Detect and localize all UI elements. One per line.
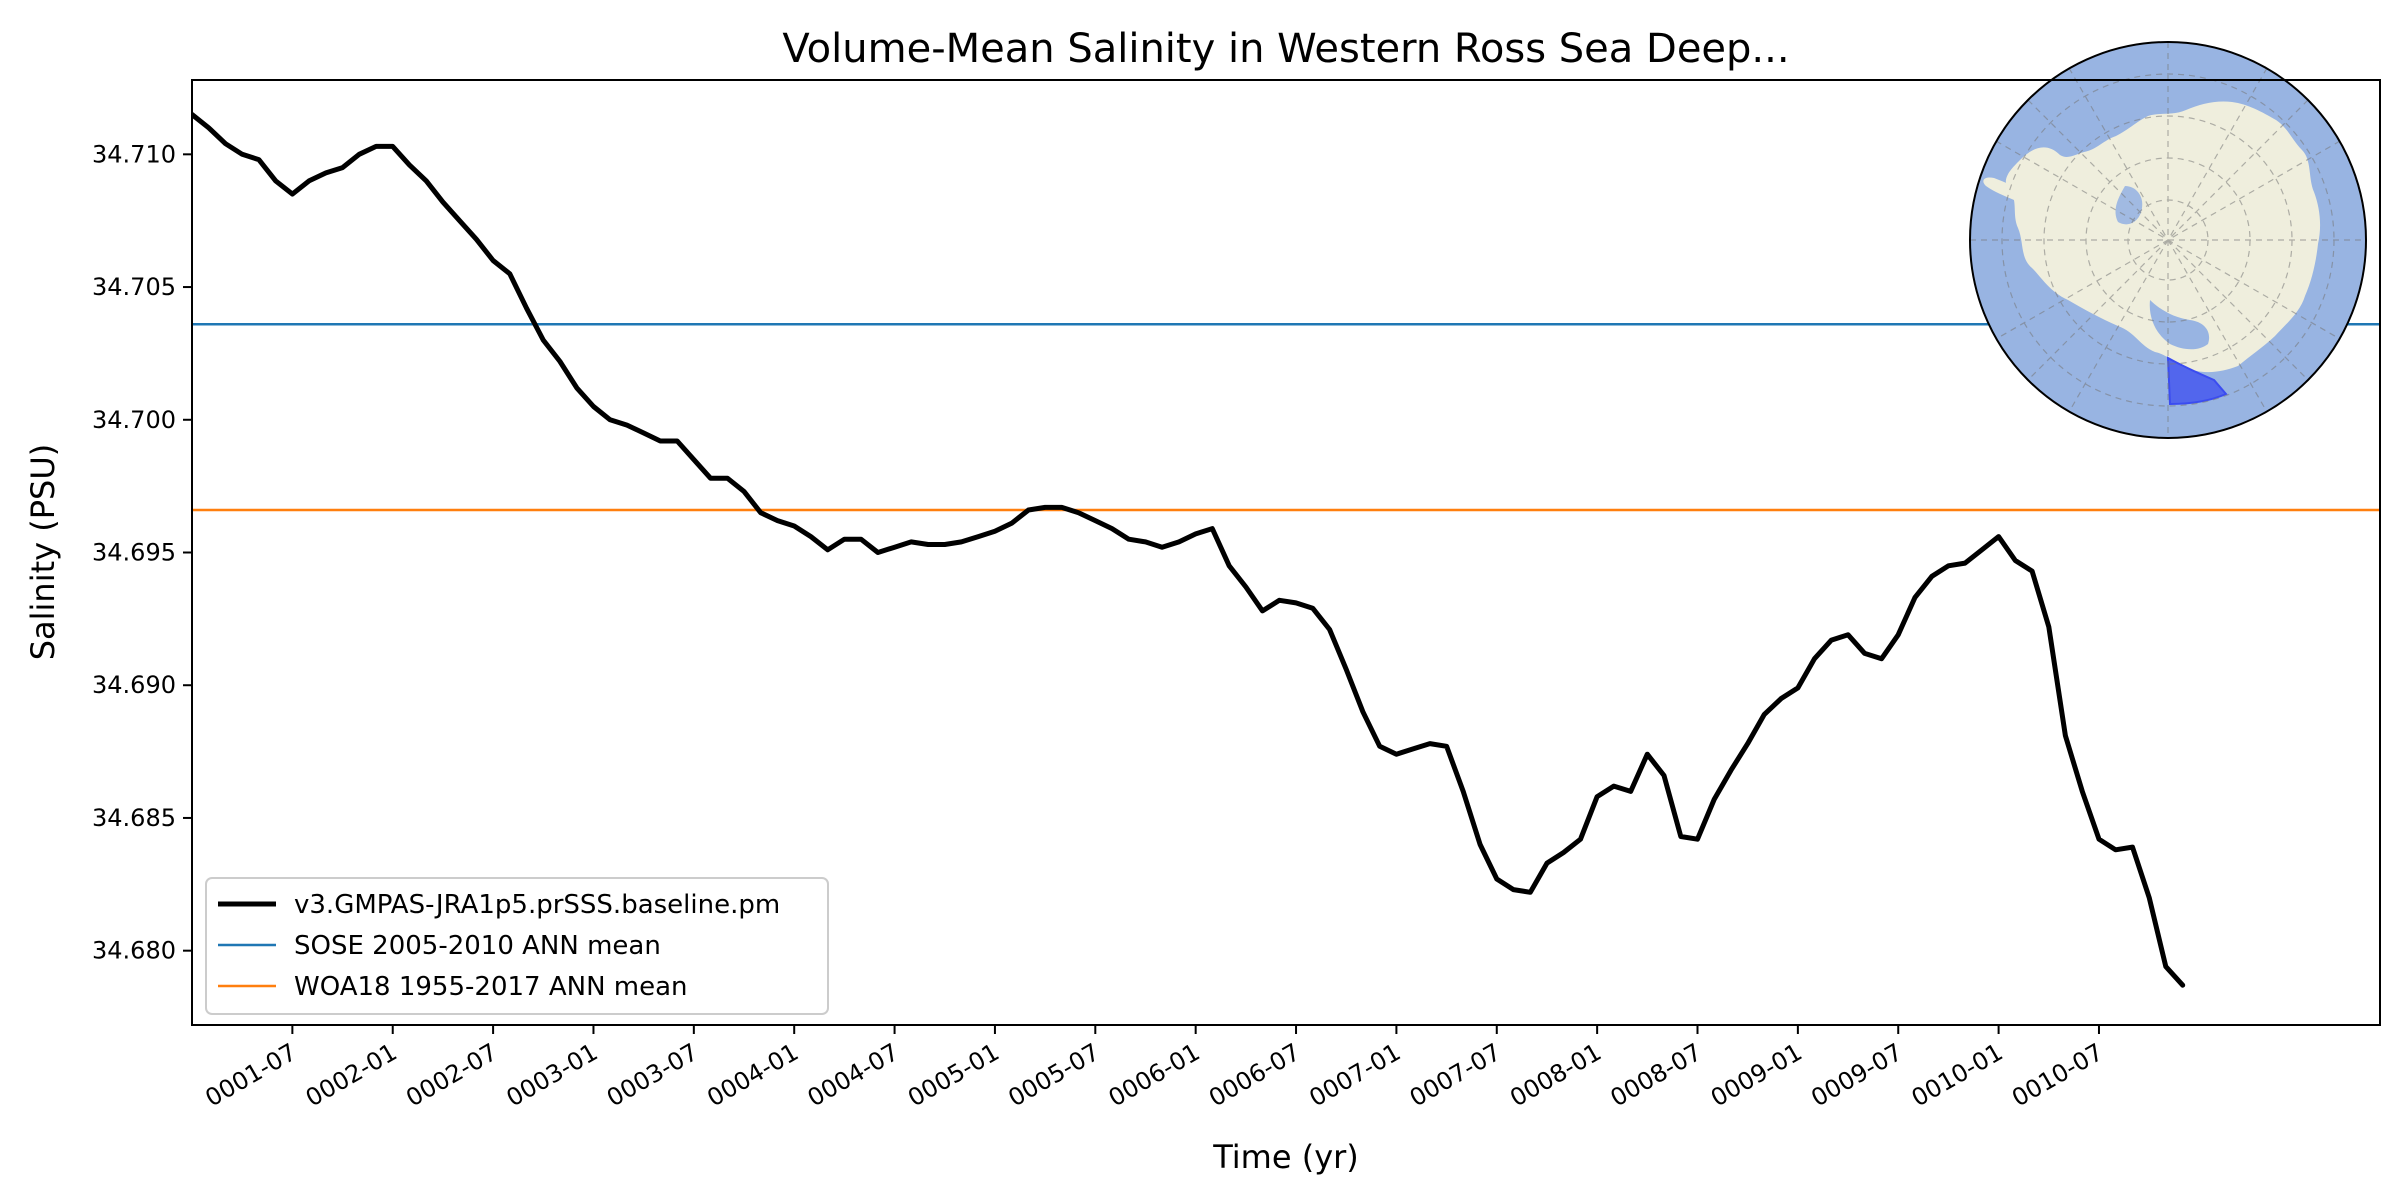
inset-peninsula	[1983, 177, 2024, 200]
y-tick-label: 34.680	[92, 937, 176, 965]
x-tick-label: 0008-01	[1505, 1038, 1606, 1112]
x-tick-label: 0003-01	[502, 1038, 603, 1112]
inset-region-highlight	[2166, 356, 2228, 406]
x-tick-label: 0009-07	[1806, 1038, 1907, 1112]
chart-title: Volume-Mean Salinity in Western Ross Sea…	[782, 26, 1789, 72]
y-tick-label: 34.685	[92, 804, 176, 832]
x-tick-label: 0002-01	[301, 1038, 402, 1112]
y-tick-label: 34.695	[92, 539, 176, 567]
y-tick-label: 34.690	[92, 671, 176, 699]
x-tick-label: 0001-07	[201, 1038, 302, 1112]
legend-label-woa: WOA18 1955-2017 ANN mean	[294, 972, 688, 1002]
x-tick-label: 0009-01	[1706, 1038, 1807, 1112]
x-tick-label: 0005-01	[903, 1038, 1004, 1112]
x-tick-label: 0004-07	[803, 1038, 904, 1112]
x-tick-label: 0002-07	[401, 1038, 502, 1112]
legend-label-sose: SOSE 2005-2010 ANN mean	[294, 931, 661, 961]
y-tick-label: 34.700	[92, 406, 176, 434]
y-axis-label: Salinity (PSU)	[24, 444, 62, 661]
legend-label-main: v3.GMPAS-JRA1p5.prSSS.baseline.pm	[294, 890, 780, 920]
x-axis-ticks: 0001-07 0002-01 0002-07 0003-01 0003-07 0004-…	[201, 1025, 2108, 1112]
y-axis-ticks: 34.680 34.685 34.690 34.695 34.700 34.705 34.7…	[92, 140, 192, 965]
legend-box	[205, 877, 829, 1015]
x-tick-label: 0008-07	[1606, 1038, 1707, 1112]
x-tick-label: 0006-07	[1204, 1038, 1305, 1112]
antarctic-inset-map	[1969, 41, 2367, 439]
inset-ice-shelf-notch	[2115, 186, 2143, 225]
legend: v3.GMPAS-JRA1p5.prSSS.baseline.pm SOSE 2…	[205, 877, 829, 1015]
inset-border	[1969, 41, 2367, 439]
x-tick-label: 0006-01	[1104, 1038, 1205, 1112]
x-tick-label: 0007-07	[1405, 1038, 1506, 1112]
inset-ross-sea-embayment	[2149, 300, 2210, 350]
series-line-main	[192, 112, 2186, 988]
x-tick-label: 0004-01	[702, 1038, 803, 1112]
y-tick-label: 34.705	[92, 273, 176, 301]
x-tick-label: 0007-01	[1305, 1038, 1406, 1112]
x-tick-label: 0003-07	[602, 1038, 703, 1112]
main-series	[192, 112, 2186, 988]
x-axis-label: Time (yr)	[1212, 1138, 1359, 1176]
x-tick-label: 0010-07	[2007, 1038, 2108, 1112]
inset-graticule	[1970, 42, 2366, 438]
x-tick-label: 0005-07	[1003, 1038, 1104, 1112]
x-tick-label: 0010-01	[1907, 1038, 2008, 1112]
y-tick-label: 34.710	[92, 140, 176, 168]
